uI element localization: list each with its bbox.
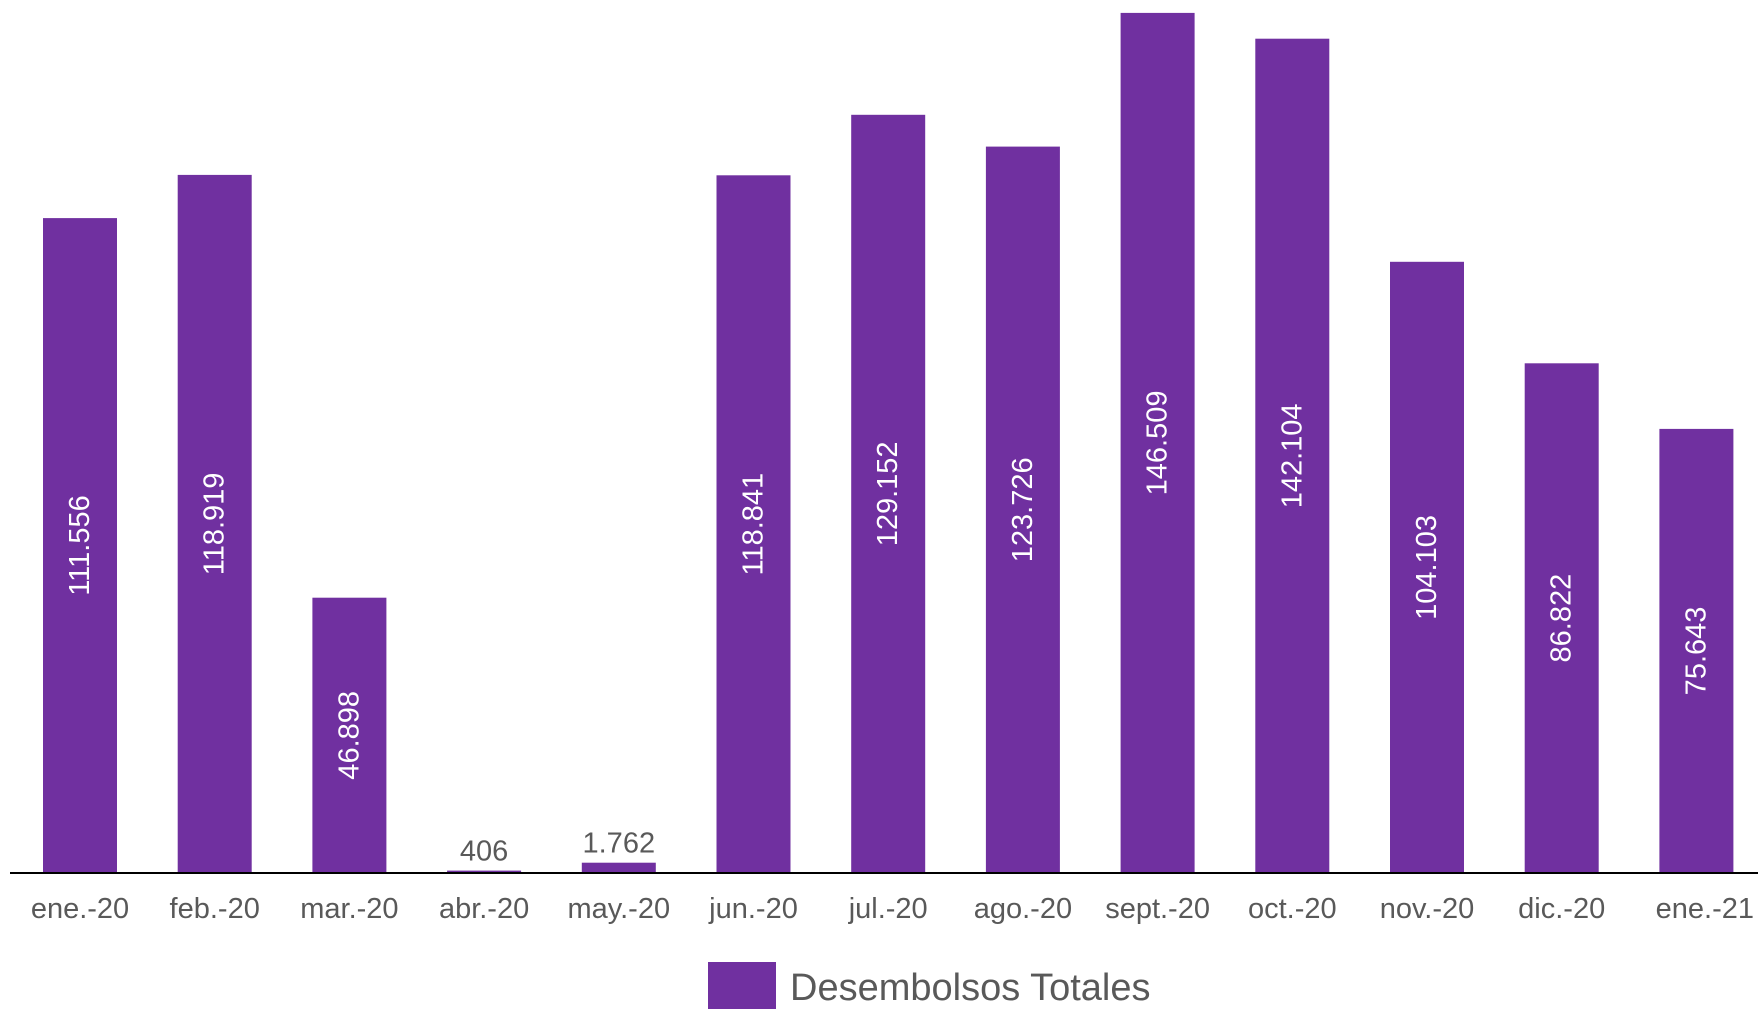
data-label-feb.-20: 118.919 — [199, 473, 231, 576]
x-tick-label-ene.-20: ene.-20 — [31, 893, 129, 925]
bar-ago.-20 — [985, 146, 1060, 874]
x-tick-label-ene.-21: ene.-21 — [1656, 893, 1754, 925]
data-label-may.-20: 1.762 — [583, 828, 656, 860]
x-tick-label-ago.-20: ago.-20 — [974, 893, 1072, 925]
bar-feb.-20 — [177, 174, 252, 873]
x-tick-label-jul.-20: jul.-20 — [848, 893, 928, 925]
legend-label: Desembolsos Totales — [790, 967, 1150, 1009]
data-label-nov.-20: 104.103 — [1411, 515, 1443, 620]
x-tick-label-jun.-20: jun.-20 — [708, 893, 798, 925]
x-tick-label-sept.-20: sept.-20 — [1105, 893, 1210, 925]
x-tick-label-mar.-20: mar.-20 — [300, 893, 398, 925]
data-labels-group: 111.556 118.919 46.898 406 1.762 118.841 129.1… — [64, 391, 1712, 868]
data-label-jun.-20: 118.841 — [738, 473, 770, 576]
bar-sept.-20 — [1120, 12, 1195, 873]
bars-group — [43, 12, 1734, 874]
bar-mar.-20 — [312, 597, 387, 873]
data-label-dic.-20: 86.822 — [1546, 574, 1578, 663]
x-tick-labels-group: ene.-20 feb.-20 mar.-20 abr.-20 may.-20 jun.-… — [31, 893, 1754, 925]
legend: Desembolsos Totales — [708, 962, 1150, 1009]
x-tick-label-abr.-20: abr.-20 — [439, 893, 529, 925]
x-tick-label-feb.-20: feb.-20 — [170, 893, 260, 925]
x-tick-label-oct.-20: oct.-20 — [1248, 893, 1337, 925]
data-label-jul.-20: 129.152 — [872, 441, 904, 546]
bar-ene.-20 — [43, 218, 117, 874]
data-label-abr.-20: 406 — [460, 836, 508, 868]
bar-jun.-20 — [716, 175, 791, 874]
data-label-ene.-20: 111.556 — [64, 495, 96, 596]
bar-ene.-21 — [1659, 428, 1734, 873]
data-label-sept.-20: 146.509 — [1142, 391, 1174, 496]
data-label-ene.-21: 75.643 — [1680, 607, 1712, 696]
legend-swatch — [708, 962, 776, 1009]
bar-dic.-20 — [1524, 363, 1599, 873]
bar-may.-20 — [581, 862, 656, 873]
data-label-mar.-20: 46.898 — [333, 691, 365, 780]
bar-oct.-20 — [1255, 38, 1330, 873]
x-tick-label-nov.-20: nov.-20 — [1380, 893, 1475, 925]
bar-nov.-20 — [1390, 261, 1464, 873]
bar-abr.-20 — [447, 870, 522, 873]
data-label-ago.-20: 123.726 — [1007, 457, 1039, 562]
x-tick-label-dic.-20: dic.-20 — [1518, 893, 1605, 925]
bar-jul.-20 — [851, 114, 926, 874]
x-tick-label-may.-20: may.-20 — [567, 893, 670, 925]
data-label-oct.-20: 142.104 — [1276, 403, 1308, 508]
